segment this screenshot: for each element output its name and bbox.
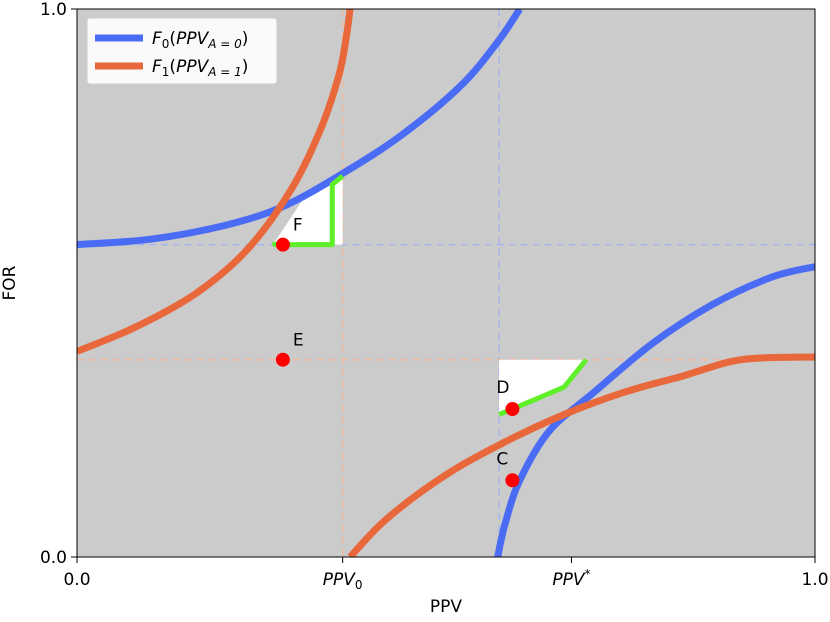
series-f0-branch-1 [494,263,815,557]
point-e [275,352,290,367]
x-tick-label-1: PPV0 [323,570,363,592]
x-tick-label-3: 1.0 [801,570,828,590]
legend: F0(PPVA = 0) F1(PPVA = 1) [86,17,278,85]
point-f [275,237,290,252]
series-f0-branch-0 [77,9,523,249]
reference-lines [77,9,815,557]
plot-frame [76,8,816,558]
x-tick-label-0: 0.0 [63,570,90,590]
axis-ticks: 0.0 PPV0 PPV* 1.0 0.0 1.0 [40,0,829,592]
points: F E D C [275,216,520,488]
series-f1-branch-1 [347,353,815,557]
point-c [505,473,520,488]
y-tick-label-0: 0.0 [40,548,67,568]
series-f1-branch-0 [77,9,354,355]
point-label-d: D [496,378,509,398]
region-f-fill [274,176,343,245]
x-axis-label: PPV [430,597,463,617]
y-axis-label: FOR [0,265,20,300]
point-label-c: C [496,449,508,469]
x-tick-label-2: PPV* [552,567,590,590]
point-label-f: F [293,216,303,236]
point-label-e: E [293,331,304,351]
point-d [505,402,520,417]
highlight-regions [274,176,587,415]
legend-label-f1: F1(PPVA = 1) [152,57,248,79]
region-f-outline [272,174,345,248]
legend-label-f0: F0(PPVA = 0) [152,29,248,51]
region-d-fill [499,359,587,415]
y-tick-label-1: 1.0 [40,0,67,20]
